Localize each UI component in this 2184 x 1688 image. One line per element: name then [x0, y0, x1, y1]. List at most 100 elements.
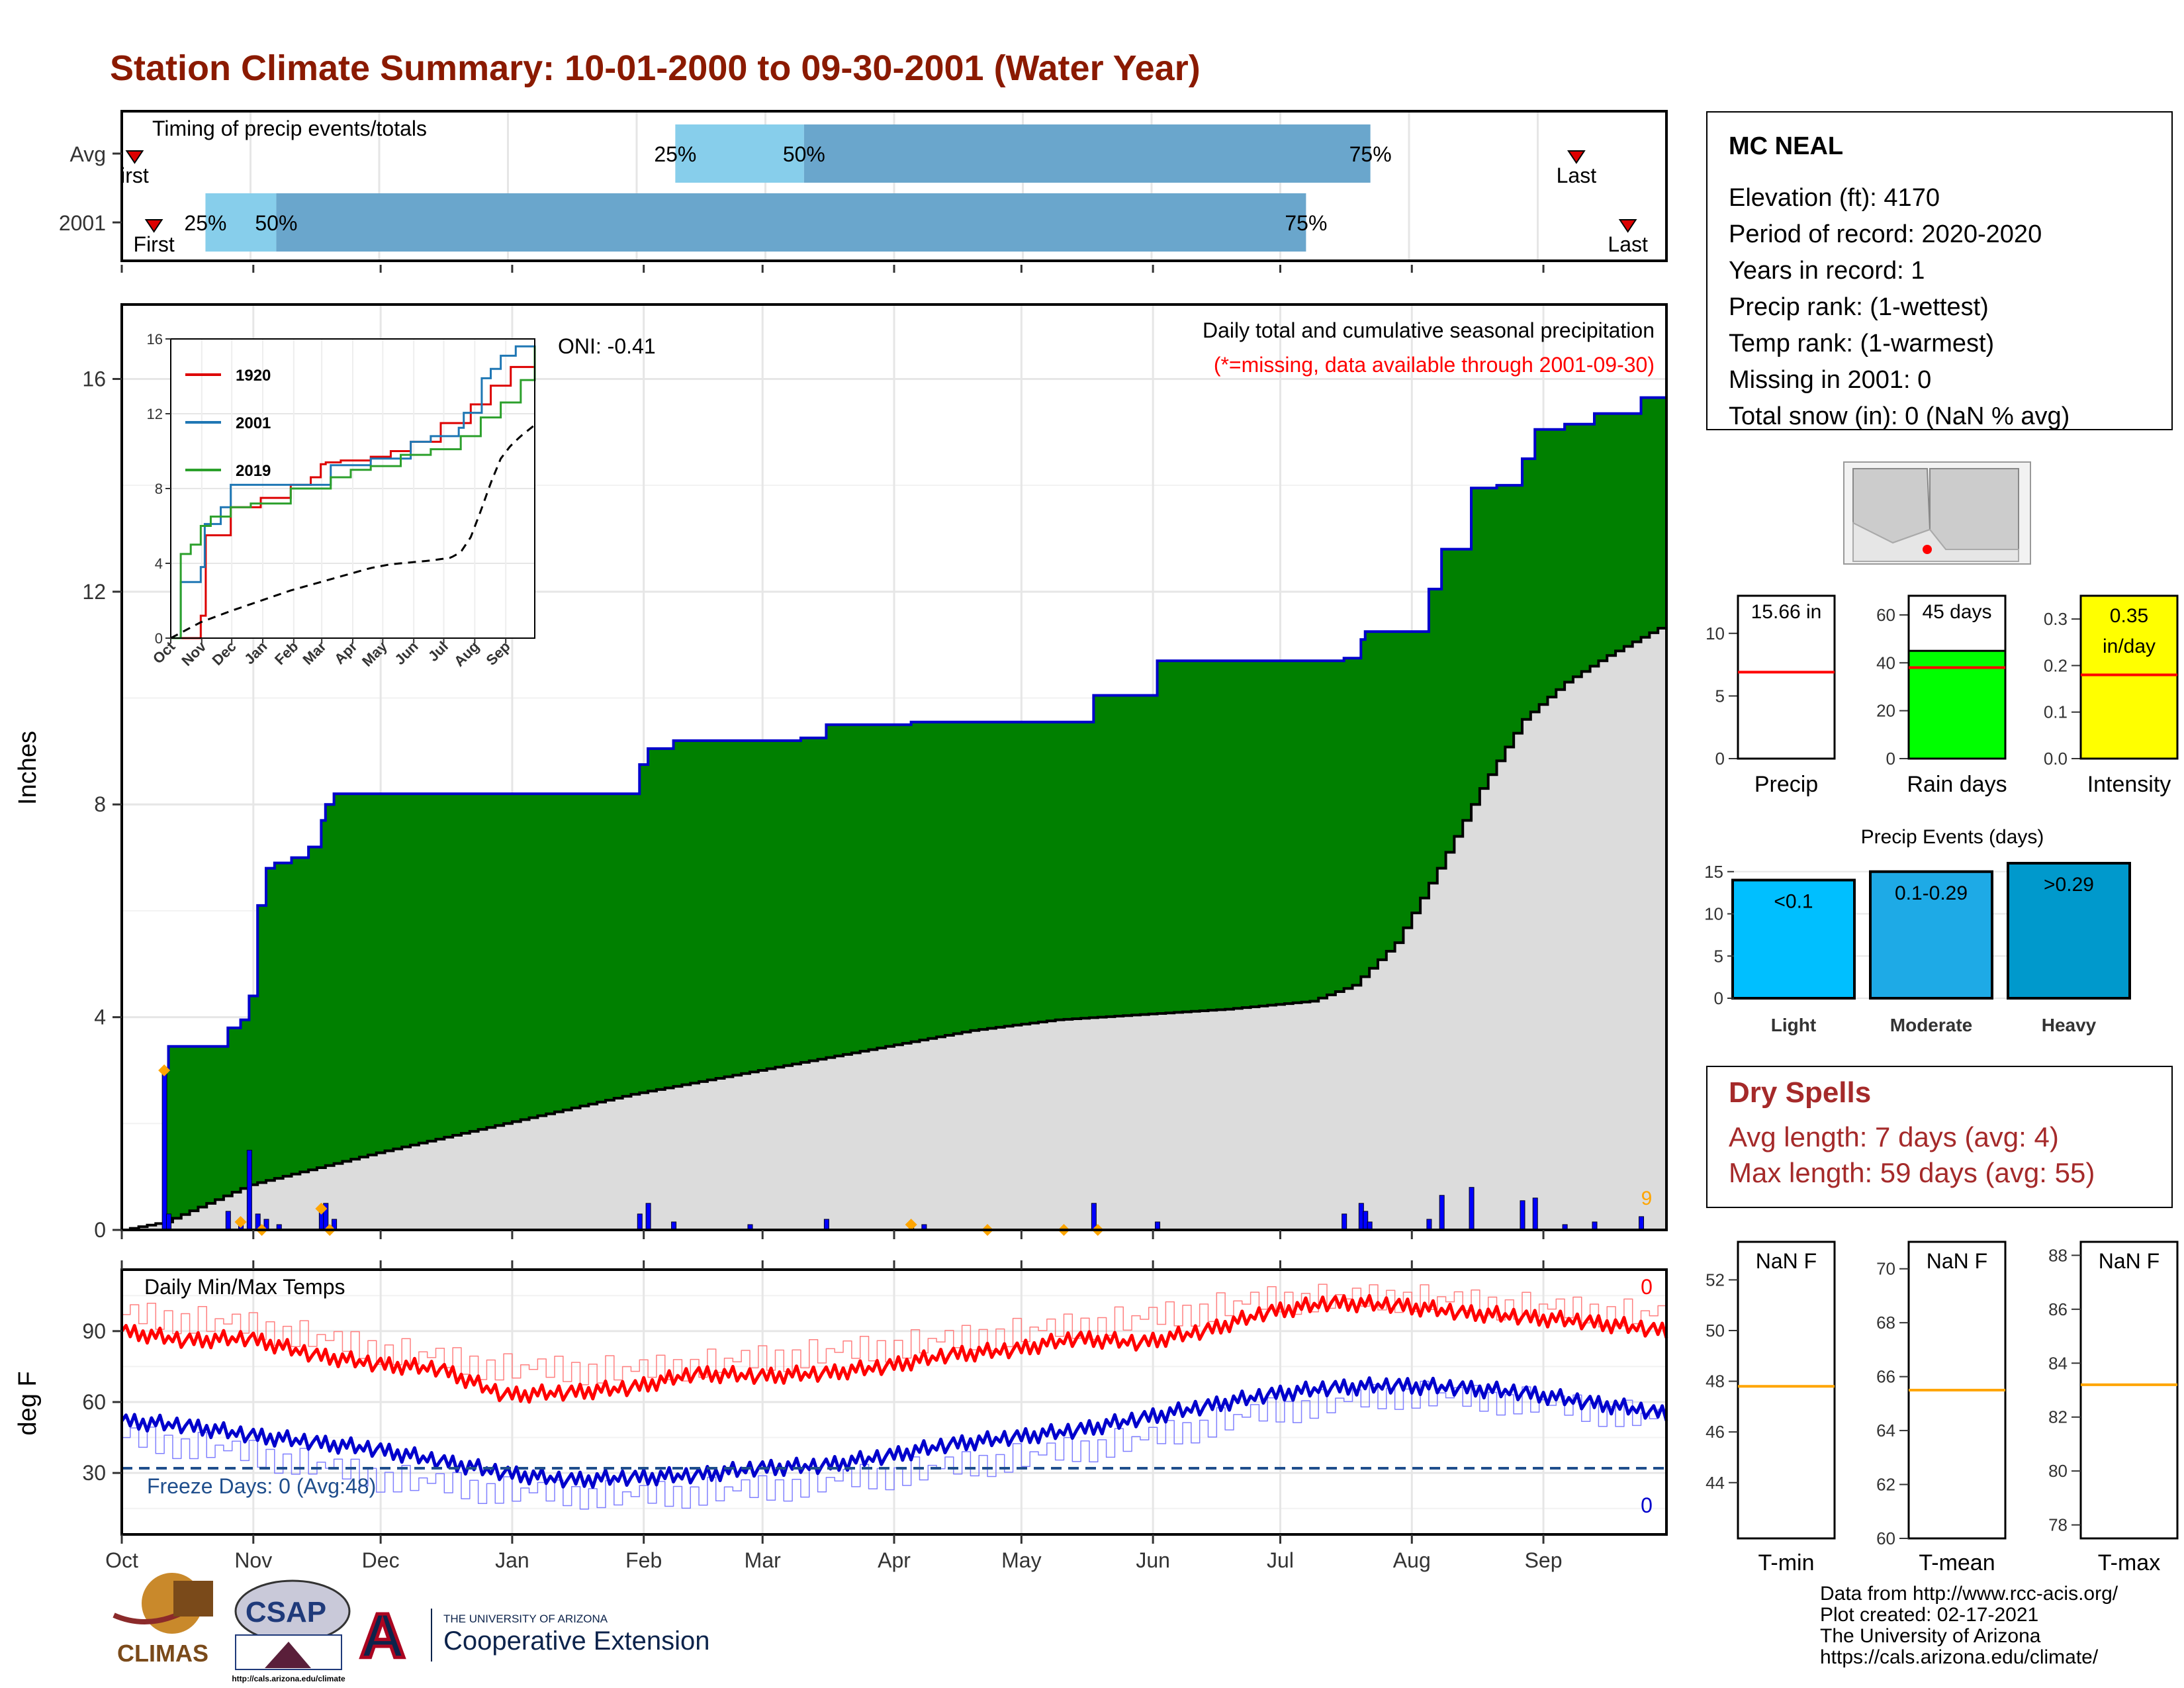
- climas-panel: [173, 1581, 213, 1617]
- precip-y-tick-label: 8: [94, 792, 106, 816]
- precip-y-tick-label: 4: [94, 1006, 106, 1029]
- seasonal-temp-boxes: 44 46 48 50 52 NaN F T-min 60 62 64 66 68 70 NaN F T-m…: [1706, 1241, 2179, 1575]
- daily-precip-bar: [1426, 1219, 1432, 1231]
- daily-precip-bar: [1469, 1187, 1475, 1231]
- missing-day-marker: [158, 1064, 171, 1076]
- daily-precip-bar: [823, 1219, 829, 1231]
- station-location-dot: [1923, 545, 1932, 554]
- timing-panel-label: Timing of precip events/totals: [152, 117, 427, 140]
- first-event-label: irst: [120, 164, 149, 187]
- inset-y-tick-label: 16: [147, 331, 163, 348]
- month-x-tick-label: Mar: [745, 1548, 781, 1572]
- timing-row-avg: Avg 25% 50% 75% irst Last: [69, 124, 1596, 187]
- precip-missing-note: (*=missing, data available through 2001-…: [1214, 353, 1655, 377]
- credits-university: The University of Arizona: [1820, 1625, 2041, 1647]
- t-mean-box: 60 62 64 66 68 70 NaN F T-mean: [1876, 1241, 2007, 1575]
- intensity-y-tick-label: 0.0: [2044, 749, 2068, 769]
- precip-events-y-tick-label: 10: [1704, 904, 1723, 924]
- precip-events-y-tick-label: 15: [1704, 862, 1723, 882]
- dry-spells-avg: Avg length: 7 days (avg: 4): [1729, 1121, 2059, 1152]
- inset-legend-label: 2001: [236, 414, 271, 432]
- t-mean-y-tick-label: 70: [1876, 1259, 1895, 1279]
- daily-precip-bar: [1520, 1200, 1525, 1231]
- missing-day-marker: [905, 1218, 917, 1231]
- inset-y-tick-label: 12: [147, 406, 163, 422]
- precip-bar-label: 15.66 in: [1751, 601, 1822, 623]
- t-max-y-tick-label: 78: [2048, 1515, 2068, 1535]
- first-event-label: First: [134, 232, 175, 256]
- missing-count: 9: [1641, 1188, 1653, 1209]
- t-min-box-frame: [1737, 1241, 1836, 1540]
- temp-series-min-temp: [120, 1376, 1668, 1489]
- inset-y-tick-label: 4: [155, 555, 163, 572]
- first-event-marker: [144, 219, 163, 233]
- month-x-tick-label: Jul: [1267, 1548, 1294, 1572]
- month-x-tick-label: Dec: [362, 1548, 400, 1572]
- precip-y-label: Inches: [14, 731, 42, 805]
- t-max-y-tick-label: 84: [2048, 1353, 2068, 1373]
- precip-events-bars: <0.1 Light 0.1-0.29 Moderate >0.29 Heavy: [1731, 862, 2131, 1035]
- precip-x-ticks: [120, 265, 1545, 1239]
- cooperative-extension: Cooperative Extension: [443, 1626, 709, 1656]
- t-mean-y-tick-label: 64: [1876, 1421, 1895, 1440]
- t-min-box: 44 46 48 50 52 NaN F T-min: [1706, 1241, 1836, 1575]
- daily-precip-bar: [225, 1211, 231, 1231]
- temp-chart-label: Daily Min/Max Temps: [144, 1275, 345, 1299]
- daily-precip-bar: [166, 1213, 172, 1231]
- timing-bar-50-75: [276, 193, 1306, 252]
- month-x-tick-label: Nov: [234, 1548, 272, 1572]
- timing-label-50: 50%: [783, 142, 825, 166]
- rain-days-y-tick-label: 60: [1876, 605, 1895, 625]
- temp-gridlines: [120, 1271, 1666, 1533]
- station-precip-rank: Precip rank: (1-wettest): [1729, 293, 1989, 321]
- timing-row-label: Avg: [69, 142, 106, 166]
- precip-events-title: Precip Events (days): [1861, 826, 2044, 848]
- precip-events-x-label: Light: [1771, 1015, 1816, 1035]
- precip-events-bar-moderate: [1869, 870, 1993, 1000]
- month-x-tick-label: Apr: [878, 1548, 911, 1572]
- dry-spells-box: Dry Spells Avg length: 7 days (avg: 4) M…: [1706, 1066, 2173, 1208]
- t-min-y-tick-label: 52: [1706, 1270, 1725, 1289]
- precip-events-bar-light: [1731, 878, 1856, 1000]
- precip-y-tick-label: 0: [1715, 749, 1725, 769]
- intensity-y-tick-label: 0.2: [2044, 655, 2068, 675]
- t-max-y-tick-label: 88: [2048, 1245, 2068, 1265]
- precip-y-tick-label: 5: [1715, 686, 1725, 706]
- precip-caption: Daily total and cumulative seasonal prec…: [1203, 318, 1655, 342]
- inset-legend-label: 1920: [236, 367, 271, 385]
- new-mexico-shape: [1929, 468, 2019, 550]
- t-max-box-frame: [2079, 1241, 2179, 1540]
- dry-spells-title: Dry Spells: [1729, 1076, 1872, 1109]
- dry-spells-max: Max length: 59 days (avg: 55): [1729, 1157, 2095, 1188]
- climas-wordmark: CLIMAS: [117, 1640, 208, 1667]
- t-min-value-label: NaN F: [1756, 1249, 1817, 1273]
- daily-precip-bar: [161, 1070, 167, 1231]
- climas-logo: CLIMAS: [113, 1573, 213, 1667]
- last-event-marker: [1567, 150, 1586, 164]
- intensity-y-tick-label: 0.3: [2044, 609, 2068, 629]
- t-mean-y-tick-label: 68: [1876, 1313, 1895, 1333]
- month-x-tick-label: Sep: [1525, 1548, 1563, 1572]
- rain-days-y-tick-label: 40: [1876, 653, 1895, 673]
- precip-chart: 0 4 8 12 16 Inches Daily total and cumulativ…: [14, 265, 1668, 1242]
- credits-plot-created: Plot created: 02-17-2021: [1820, 1604, 2039, 1626]
- timing-bar-25-50: [675, 124, 804, 183]
- cumulative-precip-line: [122, 396, 1666, 1231]
- precip-events-bar-label: <0.1: [1774, 891, 1813, 913]
- intensity-y-tick-label: 0.1: [2044, 702, 2068, 722]
- t-mean-y-tick-label: 66: [1876, 1367, 1895, 1387]
- inset-series-2001-line: [171, 345, 536, 639]
- precip-y-tick-label: 12: [82, 580, 106, 604]
- inset-series-2019-line: [171, 346, 536, 639]
- last-event-label: Last: [1608, 232, 1648, 256]
- intensity-bar-chart: 0.0 0.1 0.2 0.3 0.35 in/day Intensity: [2044, 594, 2179, 797]
- last-event-marker: [1618, 219, 1637, 233]
- precip-events-axes: 0 5 10 15: [1704, 862, 1734, 1008]
- daily-precip-bar: [246, 1149, 252, 1231]
- month-x-tick-label: May: [1001, 1548, 1041, 1572]
- max-temp-count: 0: [1641, 1275, 1653, 1299]
- timing-panel: Timing of precip events/totals Avg 25% 50%…: [59, 110, 1668, 262]
- mexico-shape: [1852, 522, 2019, 562]
- precip-bar-chart: 0 5 10 15.66 in Precip: [1706, 594, 1836, 797]
- precip-events-chart: Precip Events (days) <0.1 Light 0.1-0.29 Mo…: [1704, 826, 2131, 1035]
